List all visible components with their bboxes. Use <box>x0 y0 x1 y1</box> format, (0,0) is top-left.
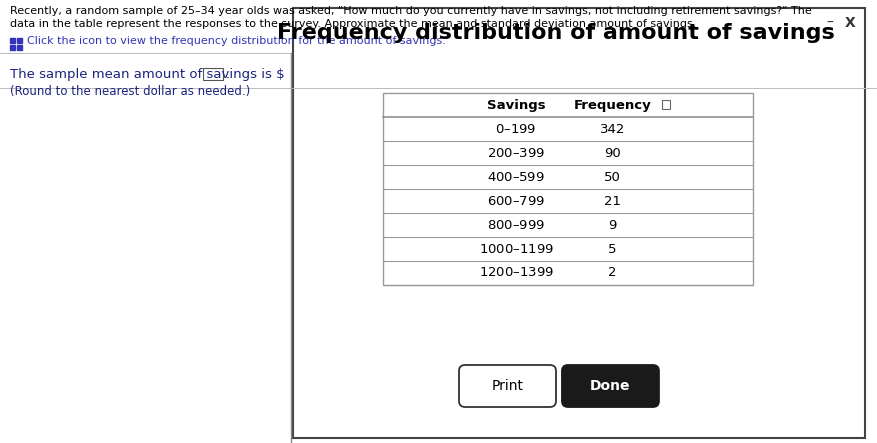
Text: .: . <box>225 67 229 81</box>
Bar <box>17 38 22 43</box>
Bar <box>293 8 865 438</box>
Bar <box>203 68 223 80</box>
Text: $800–$999: $800–$999 <box>487 218 545 232</box>
Text: Done: Done <box>590 379 631 393</box>
Text: 50: 50 <box>604 171 621 183</box>
Text: Frequency: Frequency <box>574 98 652 112</box>
Bar <box>17 44 22 50</box>
Text: –: – <box>826 16 833 30</box>
FancyBboxPatch shape <box>459 365 556 407</box>
Text: 21: 21 <box>604 194 621 207</box>
Text: 9: 9 <box>609 218 617 232</box>
Text: 342: 342 <box>600 123 625 136</box>
Text: 90: 90 <box>604 147 621 159</box>
Bar <box>10 38 15 43</box>
Bar <box>383 93 753 285</box>
FancyBboxPatch shape <box>562 365 659 407</box>
Text: Frequency distribution of amount of savings: Frequency distribution of amount of savi… <box>277 23 835 43</box>
Text: Print: Print <box>491 379 524 393</box>
Text: Savings: Savings <box>487 98 545 112</box>
Text: 2: 2 <box>608 267 617 280</box>
Text: $600–$799: $600–$799 <box>487 194 545 207</box>
Text: (Round to the nearest dollar as needed.): (Round to the nearest dollar as needed.) <box>10 85 250 98</box>
Text: Recently, a random sample of 25–34 year olds was asked, "How much do you current: Recently, a random sample of 25–34 year … <box>10 6 812 16</box>
Text: $0–$199: $0–$199 <box>496 123 537 136</box>
Bar <box>10 44 15 50</box>
Bar <box>662 100 670 109</box>
Text: The sample mean amount of savings is $: The sample mean amount of savings is $ <box>10 68 285 81</box>
Text: X: X <box>845 16 855 30</box>
Text: $1000–$1199: $1000–$1199 <box>479 242 553 256</box>
Text: 5: 5 <box>608 242 617 256</box>
Text: $400–$599: $400–$599 <box>488 171 545 183</box>
Text: $200–$399: $200–$399 <box>487 147 545 159</box>
Text: data in the table represent the responses to the survey. Approximate the mean an: data in the table represent the response… <box>10 19 696 29</box>
Text: $1200–$1399: $1200–$1399 <box>479 267 553 280</box>
Text: Click the icon to view the frequency distribution for the amount of savings.: Click the icon to view the frequency dis… <box>27 35 446 46</box>
